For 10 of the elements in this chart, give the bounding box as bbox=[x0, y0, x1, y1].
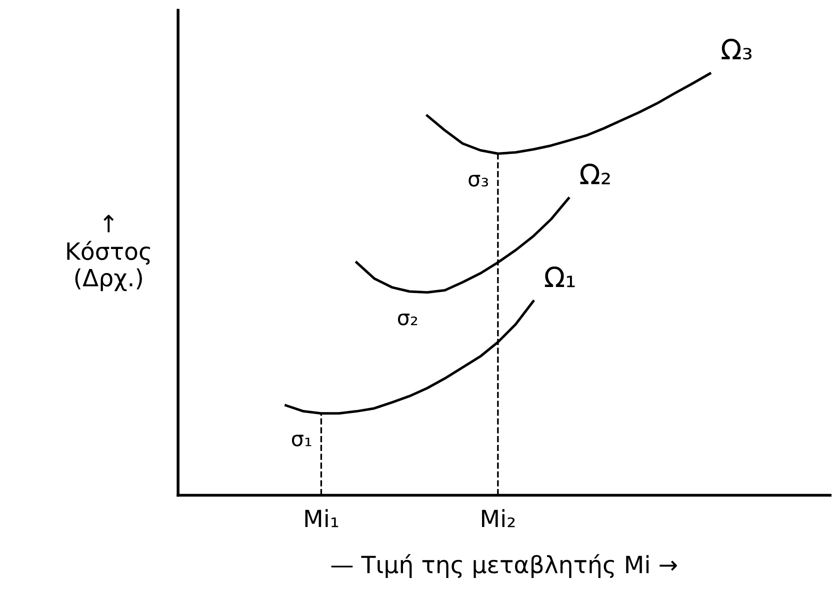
annotation: σ₂ bbox=[398, 314, 418, 326]
annotation: σ₁ bbox=[292, 434, 312, 446]
series-label: Ω₁ bbox=[544, 266, 575, 288]
series-label: Ω₂ bbox=[580, 164, 610, 184]
series-label: Ω₃ bbox=[722, 38, 752, 60]
x-axis-title: — Τιμή της μεταβλητής Mi → bbox=[331, 554, 677, 578]
x-tick-label: Mi₂ bbox=[482, 509, 515, 528]
x-tick-label: Mi₁ bbox=[305, 509, 338, 528]
y-axis-title: ↑ Κόστος (Δρχ.) bbox=[67, 214, 150, 292]
annotation: σ₃ bbox=[468, 174, 488, 187]
